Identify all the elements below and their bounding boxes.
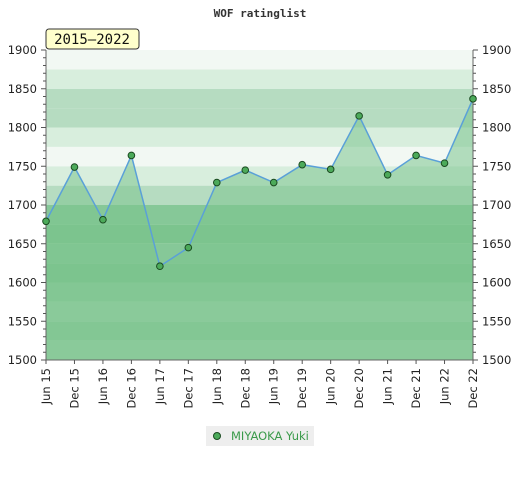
range-label: 2015–2022 xyxy=(54,32,130,48)
range-label-bg xyxy=(45,28,140,50)
x-tick-label: Jun 22 xyxy=(438,368,452,405)
y-tick-label-right: 1800 xyxy=(482,121,511,135)
background-band xyxy=(46,50,473,70)
x-tick-label: Dec 21 xyxy=(409,368,423,409)
y-tick-label-right: 1550 xyxy=(482,314,511,328)
y-tick-label-left: 1900 xyxy=(8,43,37,57)
data-point xyxy=(326,165,335,174)
data-point xyxy=(99,215,107,224)
data-point xyxy=(383,170,392,179)
data-point xyxy=(355,112,363,120)
data-point xyxy=(42,217,50,226)
x-tick-label: Dec 17 xyxy=(181,368,195,409)
series-line xyxy=(45,98,474,268)
x-tick-label: Dec 16 xyxy=(124,368,138,409)
legend[interactable]: MIYAOKA Yuki xyxy=(206,426,314,446)
y-tick-label-right: 1650 xyxy=(482,237,511,251)
data-point xyxy=(70,163,79,171)
x-tick-label: Jun 15 xyxy=(39,368,53,405)
y-tick-label-left: 1750 xyxy=(8,159,37,173)
y-tick-label-right: 1500 xyxy=(482,353,511,367)
data-point xyxy=(213,178,221,187)
legend-bg xyxy=(206,426,314,446)
background-band xyxy=(46,127,473,147)
background-band xyxy=(46,69,473,89)
data-point xyxy=(241,166,250,174)
legend-marker xyxy=(213,432,221,440)
legend-label: MIYAOKA Yuki xyxy=(231,429,309,443)
data-point xyxy=(440,159,449,167)
x-tick-label: Dec 20 xyxy=(352,368,366,409)
x-tick-label: Dec 22 xyxy=(466,368,480,409)
y-tick-label-left: 1850 xyxy=(8,82,37,96)
x-tick-label: Jun 19 xyxy=(267,368,281,405)
range-label-box: 2015–2022 xyxy=(45,28,140,50)
x-tick-label: Jun 16 xyxy=(96,368,110,405)
x-tick-label: Jun 20 xyxy=(324,368,338,405)
y-tick-label-left: 1800 xyxy=(8,121,37,135)
y-tick-label-right: 1700 xyxy=(482,198,511,212)
data-point xyxy=(127,151,136,160)
x-tick-label: Jun 18 xyxy=(210,368,224,405)
data-point xyxy=(412,151,420,160)
y-tick-label-right: 1900 xyxy=(482,43,511,57)
x-tick-label: Jun 21 xyxy=(381,368,395,405)
y-tick-label-right: 1850 xyxy=(482,82,511,96)
data-point xyxy=(298,160,307,169)
y-tick-label-left: 1650 xyxy=(8,237,37,251)
axes: 1500 1500 1550 1550 1600 1600 1650 1650 1700 1700… xyxy=(8,43,512,409)
y-tick-label-left: 1550 xyxy=(8,314,37,328)
area-layer xyxy=(46,98,473,360)
series-layer xyxy=(42,95,477,271)
data-point xyxy=(184,243,193,252)
y-tick-label-right: 1600 xyxy=(482,276,511,290)
y-tick-label-left: 1500 xyxy=(8,353,37,367)
data-point xyxy=(469,95,477,103)
data-point xyxy=(269,178,278,187)
background-band xyxy=(46,88,473,109)
x-tick-label: Dec 15 xyxy=(67,368,81,409)
x-tick-label: Dec 19 xyxy=(295,368,309,409)
y-tick-label-left: 1700 xyxy=(8,198,37,212)
y-tick-label-left: 1600 xyxy=(8,276,37,290)
background-band xyxy=(46,108,473,128)
series-area xyxy=(46,98,473,360)
y-tick-label-right: 1750 xyxy=(482,159,511,173)
x-tick-label: Dec 18 xyxy=(238,368,252,409)
data-point xyxy=(156,262,164,271)
x-tick-label: Jun 17 xyxy=(153,368,167,405)
chart-title: WOF ratinglist xyxy=(214,7,307,20)
